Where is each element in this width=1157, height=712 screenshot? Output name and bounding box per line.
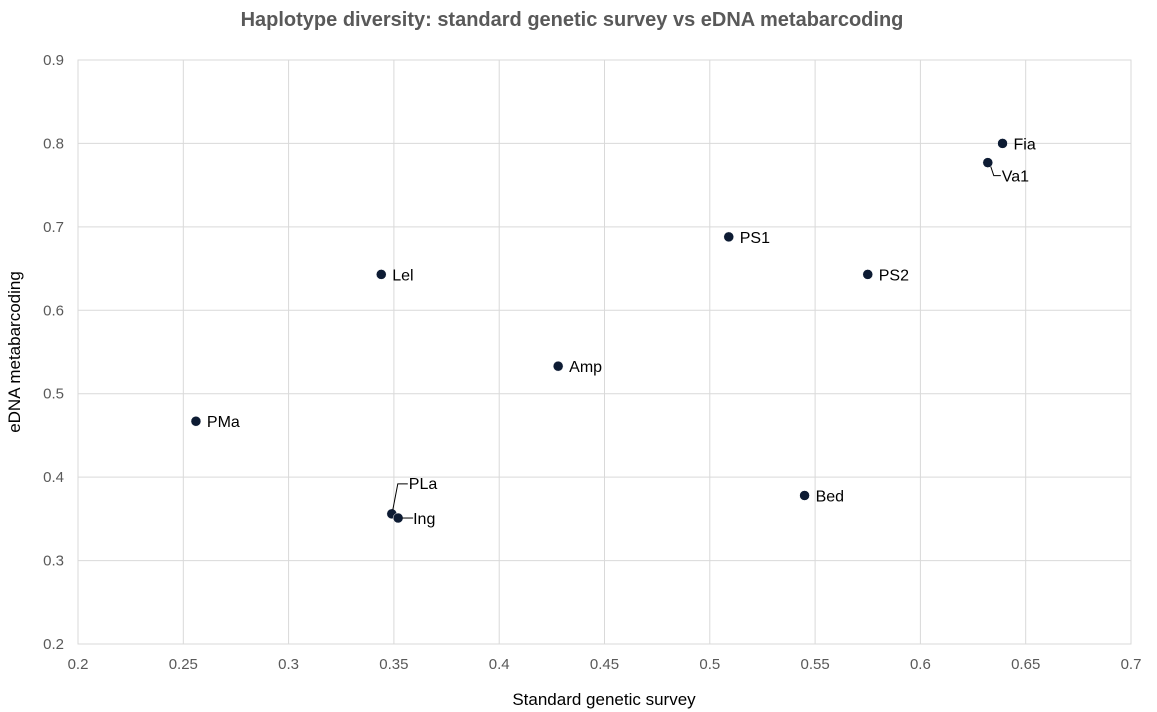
data-label: Ing [413, 511, 435, 528]
data-point [799, 490, 810, 501]
y-tick-label: 0.3 [43, 553, 64, 570]
data-label: PMa [207, 414, 240, 431]
tick-labels: 0.2 0.25 0.3 0.35 0.4 0.45 0.5 0.55 0.6 0.65 0.7 0.… [43, 52, 1141, 673]
x-tick-label: 0.7 [1121, 656, 1142, 673]
data-point [392, 512, 404, 524]
point-labels: PMa Lel PLa Ing Amp PS1 Bed PS2 Va1 Fia [207, 136, 1036, 528]
data-label: Fia [1014, 136, 1036, 153]
data-point [997, 138, 1008, 149]
x-tick-label: 0.35 [379, 656, 408, 673]
x-tick-label: 0.4 [489, 656, 510, 673]
data-point [190, 415, 202, 427]
data-point [552, 360, 564, 372]
x-tick-label: 0.5 [699, 656, 720, 673]
y-tick-label: 0.8 [43, 135, 64, 152]
data-label: PS2 [879, 267, 909, 284]
y-tick-label: 0.5 [43, 386, 64, 403]
data-points [190, 138, 1008, 524]
data-label: Bed [816, 488, 844, 505]
y-tick-label: 0.4 [43, 469, 64, 486]
x-tick-label: 0.3 [278, 656, 299, 673]
x-tick-label: 0.55 [800, 656, 829, 673]
y-tick-label: 0.6 [43, 302, 64, 319]
chart-title: Haplotype diversity: standard genetic su… [241, 9, 904, 31]
label-leader-line [990, 166, 1001, 177]
data-label: Va1 [1002, 169, 1029, 186]
x-axis-label: Standard genetic survey [512, 690, 696, 709]
data-label: Amp [569, 359, 602, 376]
x-tick-label: 0.6 [910, 656, 931, 673]
x-tick-label: 0.25 [169, 656, 198, 673]
label-leader-line [392, 483, 408, 510]
x-tick-label: 0.65 [1011, 656, 1040, 673]
data-point [723, 231, 735, 243]
data-point [376, 269, 387, 280]
x-tick-label: 0.45 [590, 656, 619, 673]
y-axis-label: eDNA metabarcoding [5, 271, 24, 433]
data-label: PS1 [740, 230, 770, 247]
y-tick-label: 0.9 [43, 52, 64, 69]
y-tick-label: 0.2 [43, 636, 64, 653]
data-label: PLa [409, 476, 438, 493]
x-tick-label: 0.2 [68, 656, 89, 673]
data-label: Lel [392, 267, 413, 284]
grid [77, 59, 1132, 645]
data-point [862, 269, 873, 280]
plot-area-border [77, 59, 1132, 645]
y-tick-label: 0.7 [43, 219, 64, 236]
data-point [982, 157, 994, 168]
